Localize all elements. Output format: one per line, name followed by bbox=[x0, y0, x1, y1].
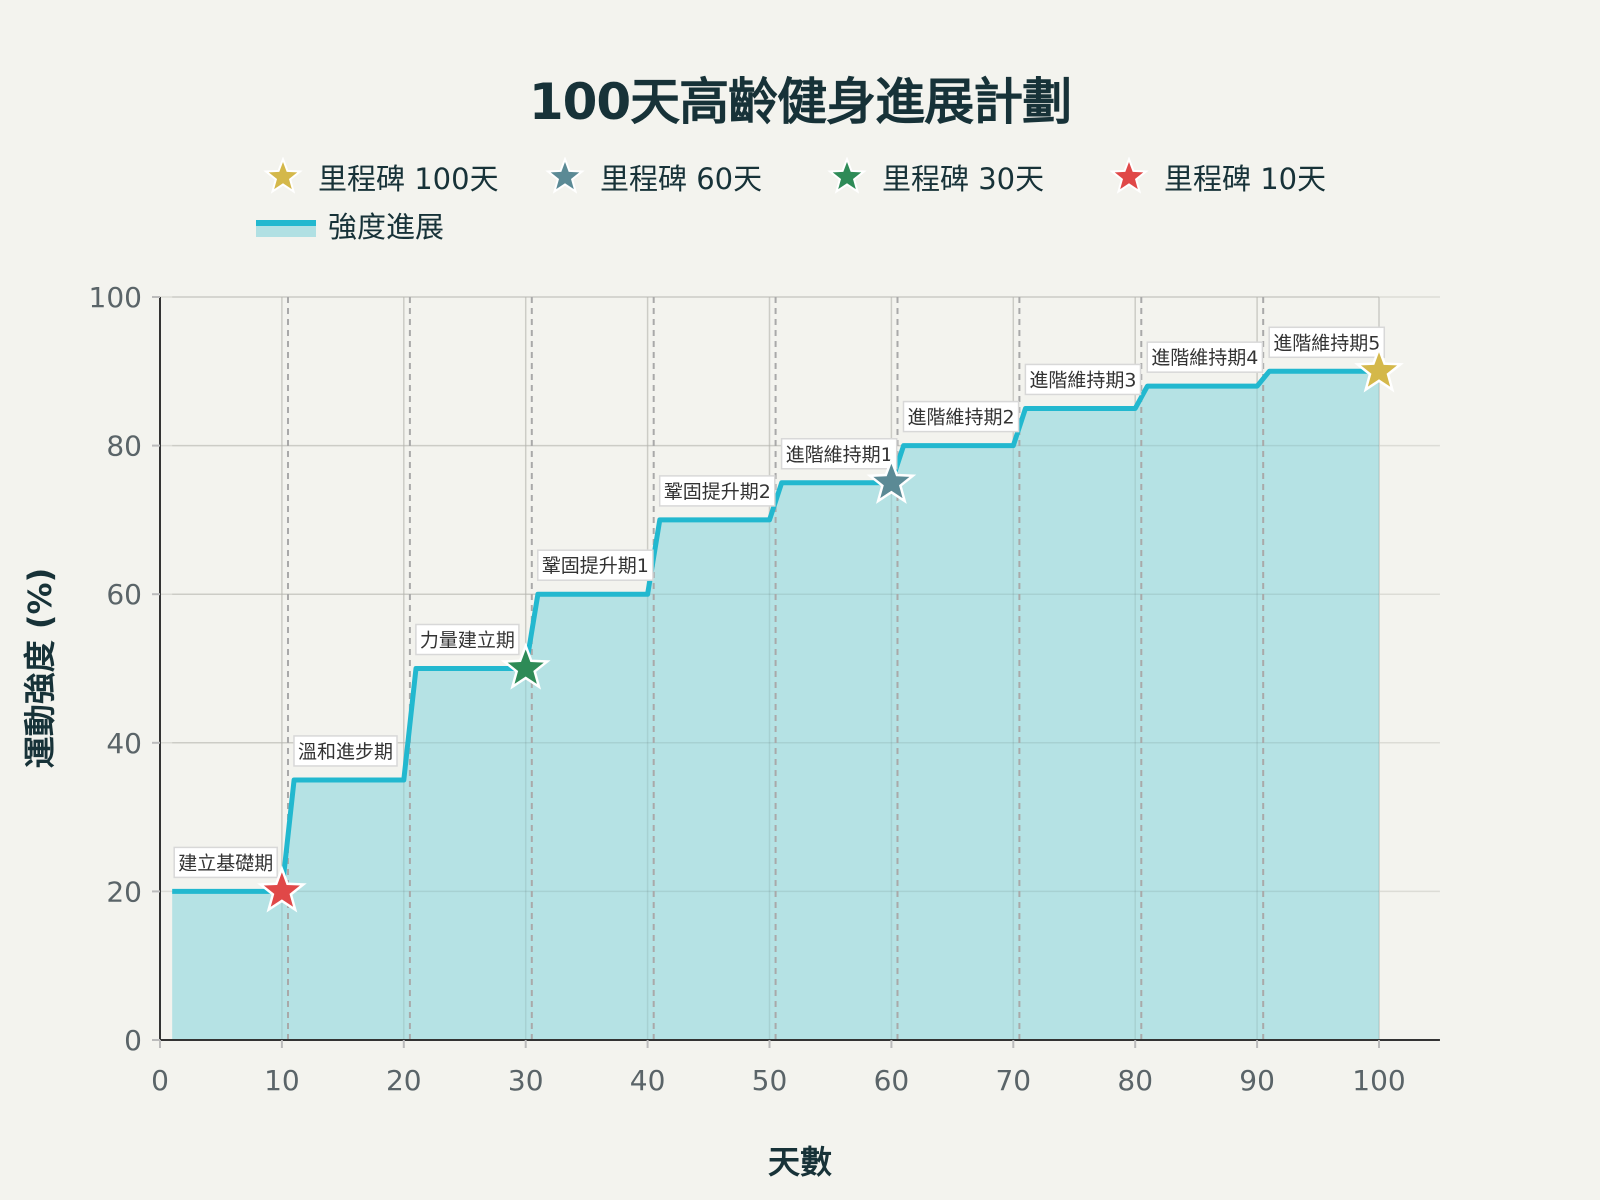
star-icon bbox=[1109, 157, 1149, 194]
phase-annotation: 鞏固提升期1 bbox=[537, 549, 654, 581]
annotation-box bbox=[902, 400, 1020, 433]
x-tick-label: 20 bbox=[386, 1064, 422, 1097]
x-tick-label: 70 bbox=[995, 1064, 1031, 1097]
annotation-box bbox=[293, 735, 398, 767]
legend-label: 里程碑 100天 bbox=[318, 162, 499, 196]
annotation-box bbox=[658, 475, 776, 507]
milestone-star-marker bbox=[1354, 345, 1404, 393]
annotation-box bbox=[415, 623, 520, 656]
annotation-box bbox=[537, 549, 654, 581]
legend-label: 強度進展 bbox=[328, 210, 445, 244]
x-tick-label: 40 bbox=[630, 1064, 666, 1097]
star-icon bbox=[263, 157, 303, 194]
phase-annotation: 鞏固提升期2 bbox=[658, 475, 776, 507]
x-tick-label: 80 bbox=[1117, 1064, 1153, 1097]
milestone-star-marker bbox=[257, 865, 307, 913]
annotation-box bbox=[780, 438, 898, 470]
phase-annotation: 進階維持期5 bbox=[1268, 326, 1386, 359]
x-tick-label: 50 bbox=[752, 1064, 788, 1097]
annotation-label: 進階維持期1 bbox=[786, 444, 893, 466]
annotation-box bbox=[1146, 341, 1264, 373]
chart-title: 100天高齡健身進展計劃 bbox=[528, 73, 1072, 131]
y-axis-label: 運動強度 (%) bbox=[21, 567, 59, 769]
line-swatch-icon bbox=[256, 220, 316, 237]
annotation-label: 鞏固提升期2 bbox=[664, 481, 771, 503]
annotation-box bbox=[1268, 326, 1386, 359]
y-tick-label: 0 bbox=[124, 1024, 142, 1057]
annotation-label: 建立基礎期 bbox=[178, 852, 273, 874]
annotation-box bbox=[173, 846, 278, 879]
star-icon bbox=[545, 157, 585, 194]
star-icon bbox=[827, 157, 867, 194]
phase-annotation: 溫和進步期 bbox=[293, 735, 398, 767]
milestone-star-marker bbox=[500, 642, 551, 690]
annotation-label: 進階維持期4 bbox=[1151, 347, 1258, 369]
y-tick-label: 60 bbox=[106, 578, 142, 611]
phase-annotation: 進階維持期3 bbox=[1024, 363, 1142, 396]
annotation-label: 進階維持期3 bbox=[1029, 369, 1136, 391]
x-tick-label: 100 bbox=[1352, 1064, 1405, 1097]
phase-annotation: 進階維持期4 bbox=[1146, 341, 1264, 373]
annotation-label: 進階維持期2 bbox=[907, 407, 1014, 429]
y-tick-label: 80 bbox=[106, 430, 142, 463]
y-tick-label: 40 bbox=[106, 727, 142, 760]
legend-item-milestone-10[interactable]: 里程碑 10天 bbox=[1104, 156, 1326, 198]
x-tick-label: 0 bbox=[151, 1064, 169, 1097]
x-tick-label: 30 bbox=[508, 1064, 544, 1097]
legend-label: 里程碑 30天 bbox=[882, 162, 1045, 196]
annotation-box bbox=[1024, 363, 1142, 396]
legend-item-milestone-100[interactable]: 里程碑 100天 bbox=[258, 156, 499, 198]
annotation-label: 力量建立期 bbox=[420, 630, 515, 652]
legend-item-milestone-60[interactable]: 里程碑 60天 bbox=[540, 156, 762, 198]
legend-label: 里程碑 10天 bbox=[1164, 162, 1327, 196]
x-tick-label: 90 bbox=[1239, 1064, 1275, 1097]
legend-label: 里程碑 60天 bbox=[600, 162, 763, 196]
x-axis-label: 天數 bbox=[767, 1143, 833, 1181]
phase-annotation: 力量建立期 bbox=[415, 623, 520, 656]
x-tick-label: 60 bbox=[874, 1064, 910, 1097]
phase-annotation: 進階維持期2 bbox=[902, 400, 1020, 433]
milestone-star-marker bbox=[866, 456, 917, 504]
phase-annotation: 進階維持期1 bbox=[780, 438, 898, 470]
annotation-label: 鞏固提升期1 bbox=[542, 555, 649, 577]
phase-annotation: 建立基礎期 bbox=[173, 846, 278, 879]
annotation-label: 進階維持期5 bbox=[1273, 332, 1380, 354]
y-tick-label: 100 bbox=[89, 281, 142, 314]
annotation-label: 溫和進步期 bbox=[298, 741, 393, 763]
intensity-line bbox=[172, 368, 1379, 894]
y-tick-label: 20 bbox=[106, 875, 142, 908]
legend-item-intensity[interactable]: 強度進展 bbox=[256, 204, 444, 246]
legend-item-milestone-30[interactable]: 里程碑 30天 bbox=[822, 156, 1044, 198]
x-tick-label: 10 bbox=[264, 1064, 300, 1097]
